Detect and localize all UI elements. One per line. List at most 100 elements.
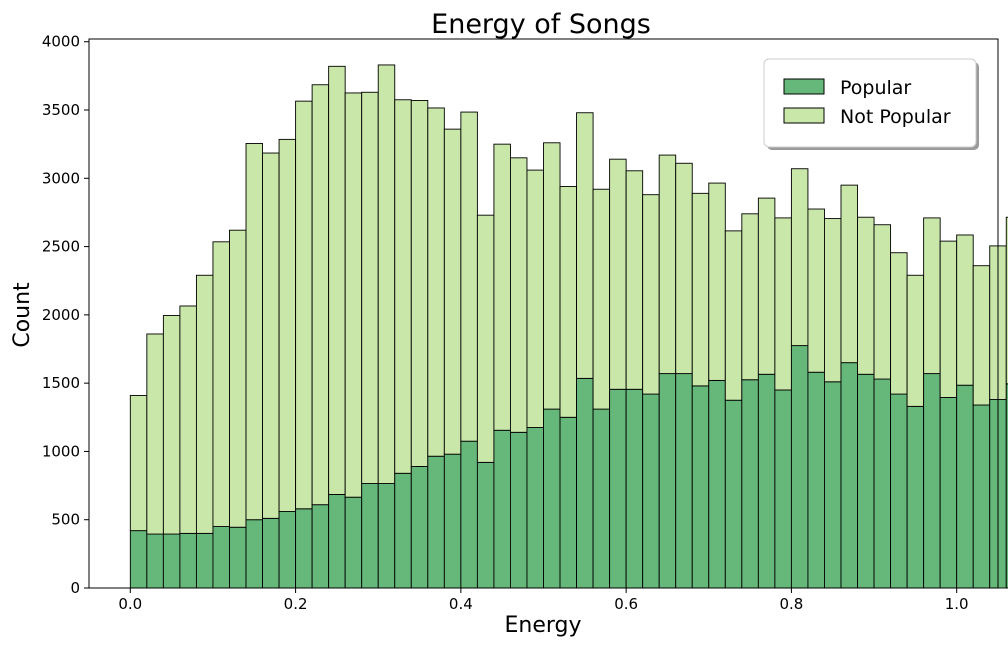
bar-not-popular [658,154,677,375]
y-axis-ticks: 0 500 1000 1500 2000 2500 3000 3500 4000 [42,33,89,597]
bar-not-popular [675,162,693,375]
bar-popular [592,408,611,589]
bar-not-popular [873,224,892,380]
bar-popular [361,483,379,589]
bar-popular [642,393,660,589]
bar-not-popular [609,158,627,390]
bar-not-popular [295,100,313,510]
bar-popular [295,508,313,589]
bar-not-popular [410,100,429,467]
bar-popular [658,373,677,589]
x-tick-label: 0.8 [779,595,803,613]
bar-not-popular [642,194,660,395]
bar-popular [394,472,412,589]
bar-not-popular [212,241,230,527]
bar-popular [741,379,759,589]
bar-not-popular [460,111,478,442]
bar-not-popular [972,265,991,406]
bar-not-popular [344,92,363,498]
bar-not-popular [179,305,197,534]
bar-popular [840,362,858,589]
bar-popular [939,397,958,589]
bar-popular [543,408,561,589]
bar-not-popular [956,234,974,386]
bar-not-popular [923,217,941,375]
bar-not-popular [328,65,346,495]
bar-popular [906,405,925,589]
bar-popular [311,504,330,589]
bar-not-popular [691,192,710,387]
bar-popular [229,526,247,589]
y-tick-label: 500 [51,511,80,529]
legend-box [763,58,977,148]
bar-not-popular [857,216,875,375]
bar-not-popular [625,170,644,390]
bar-popular [476,461,495,589]
bar-not-popular [278,138,297,512]
bar-not-popular [476,214,495,463]
bar-not-popular [774,217,792,391]
x-axis-ticks: 0.0 0.2 0.4 0.6 0.8 1.0 [118,588,969,613]
legend-swatch-not-popular [783,107,825,124]
bar-popular [262,517,280,589]
bar-popular [129,530,148,589]
bar-popular [410,466,429,589]
bar-not-popular [229,229,247,528]
x-tick-label: 0.0 [118,595,142,613]
bar-not-popular [576,112,594,379]
y-axis-label: Count [10,282,35,348]
x-tick-label: 0.4 [449,595,473,613]
bar-popular [212,526,230,589]
bar-not-popular [741,213,759,381]
bar-not-popular [427,107,445,457]
bar-not-popular [790,168,809,347]
y-tick-label: 0 [70,579,80,597]
bar-popular [493,429,511,589]
bar-not-popular [195,274,214,534]
bar-not-popular [840,184,858,364]
bar-popular [774,389,792,589]
bar-popular [972,404,991,589]
bar-popular [890,393,908,589]
bar-not-popular [526,169,544,428]
bar-not-popular [245,143,263,521]
bar-popular [526,427,544,589]
bar-not-popular [146,333,164,535]
bar-not-popular [262,152,280,519]
bar-popular [377,483,396,589]
legend-label-not-popular: Not Popular [840,106,951,128]
bar-not-popular [708,182,726,381]
y-tick-label: 2000 [42,306,80,324]
bar-popular [576,377,594,589]
plot-frame [88,38,999,589]
bar-popular [278,511,297,589]
bar-not-popular [559,186,578,418]
bar-not-popular [1005,216,1008,385]
bar-popular [146,533,164,589]
bar-popular [443,453,462,589]
chart-title: Energy of Songs [431,9,651,40]
bar-not-popular [311,84,330,506]
bar-popular [724,399,743,589]
bar-not-popular [824,218,842,383]
bar-not-popular [129,394,148,532]
bar-popular [807,371,825,589]
bar-not-popular [757,197,776,375]
bar-popular [344,496,363,589]
bar-popular [245,519,263,589]
bar-popular [757,373,776,589]
bar-popular [509,431,528,589]
bar-popular [162,533,181,589]
bar-not-popular [543,142,561,410]
y-tick-label: 3500 [42,101,80,119]
y-tick-label: 2500 [42,238,80,256]
bar-not-popular [939,240,958,398]
y-tick-label: 1000 [42,442,80,460]
bar-popular [195,532,214,589]
bar-not-popular [724,230,743,401]
bar-not-popular [443,128,462,455]
bar-not-popular [906,274,925,407]
bar-popular [923,373,941,589]
bar-popular [1005,383,1008,589]
